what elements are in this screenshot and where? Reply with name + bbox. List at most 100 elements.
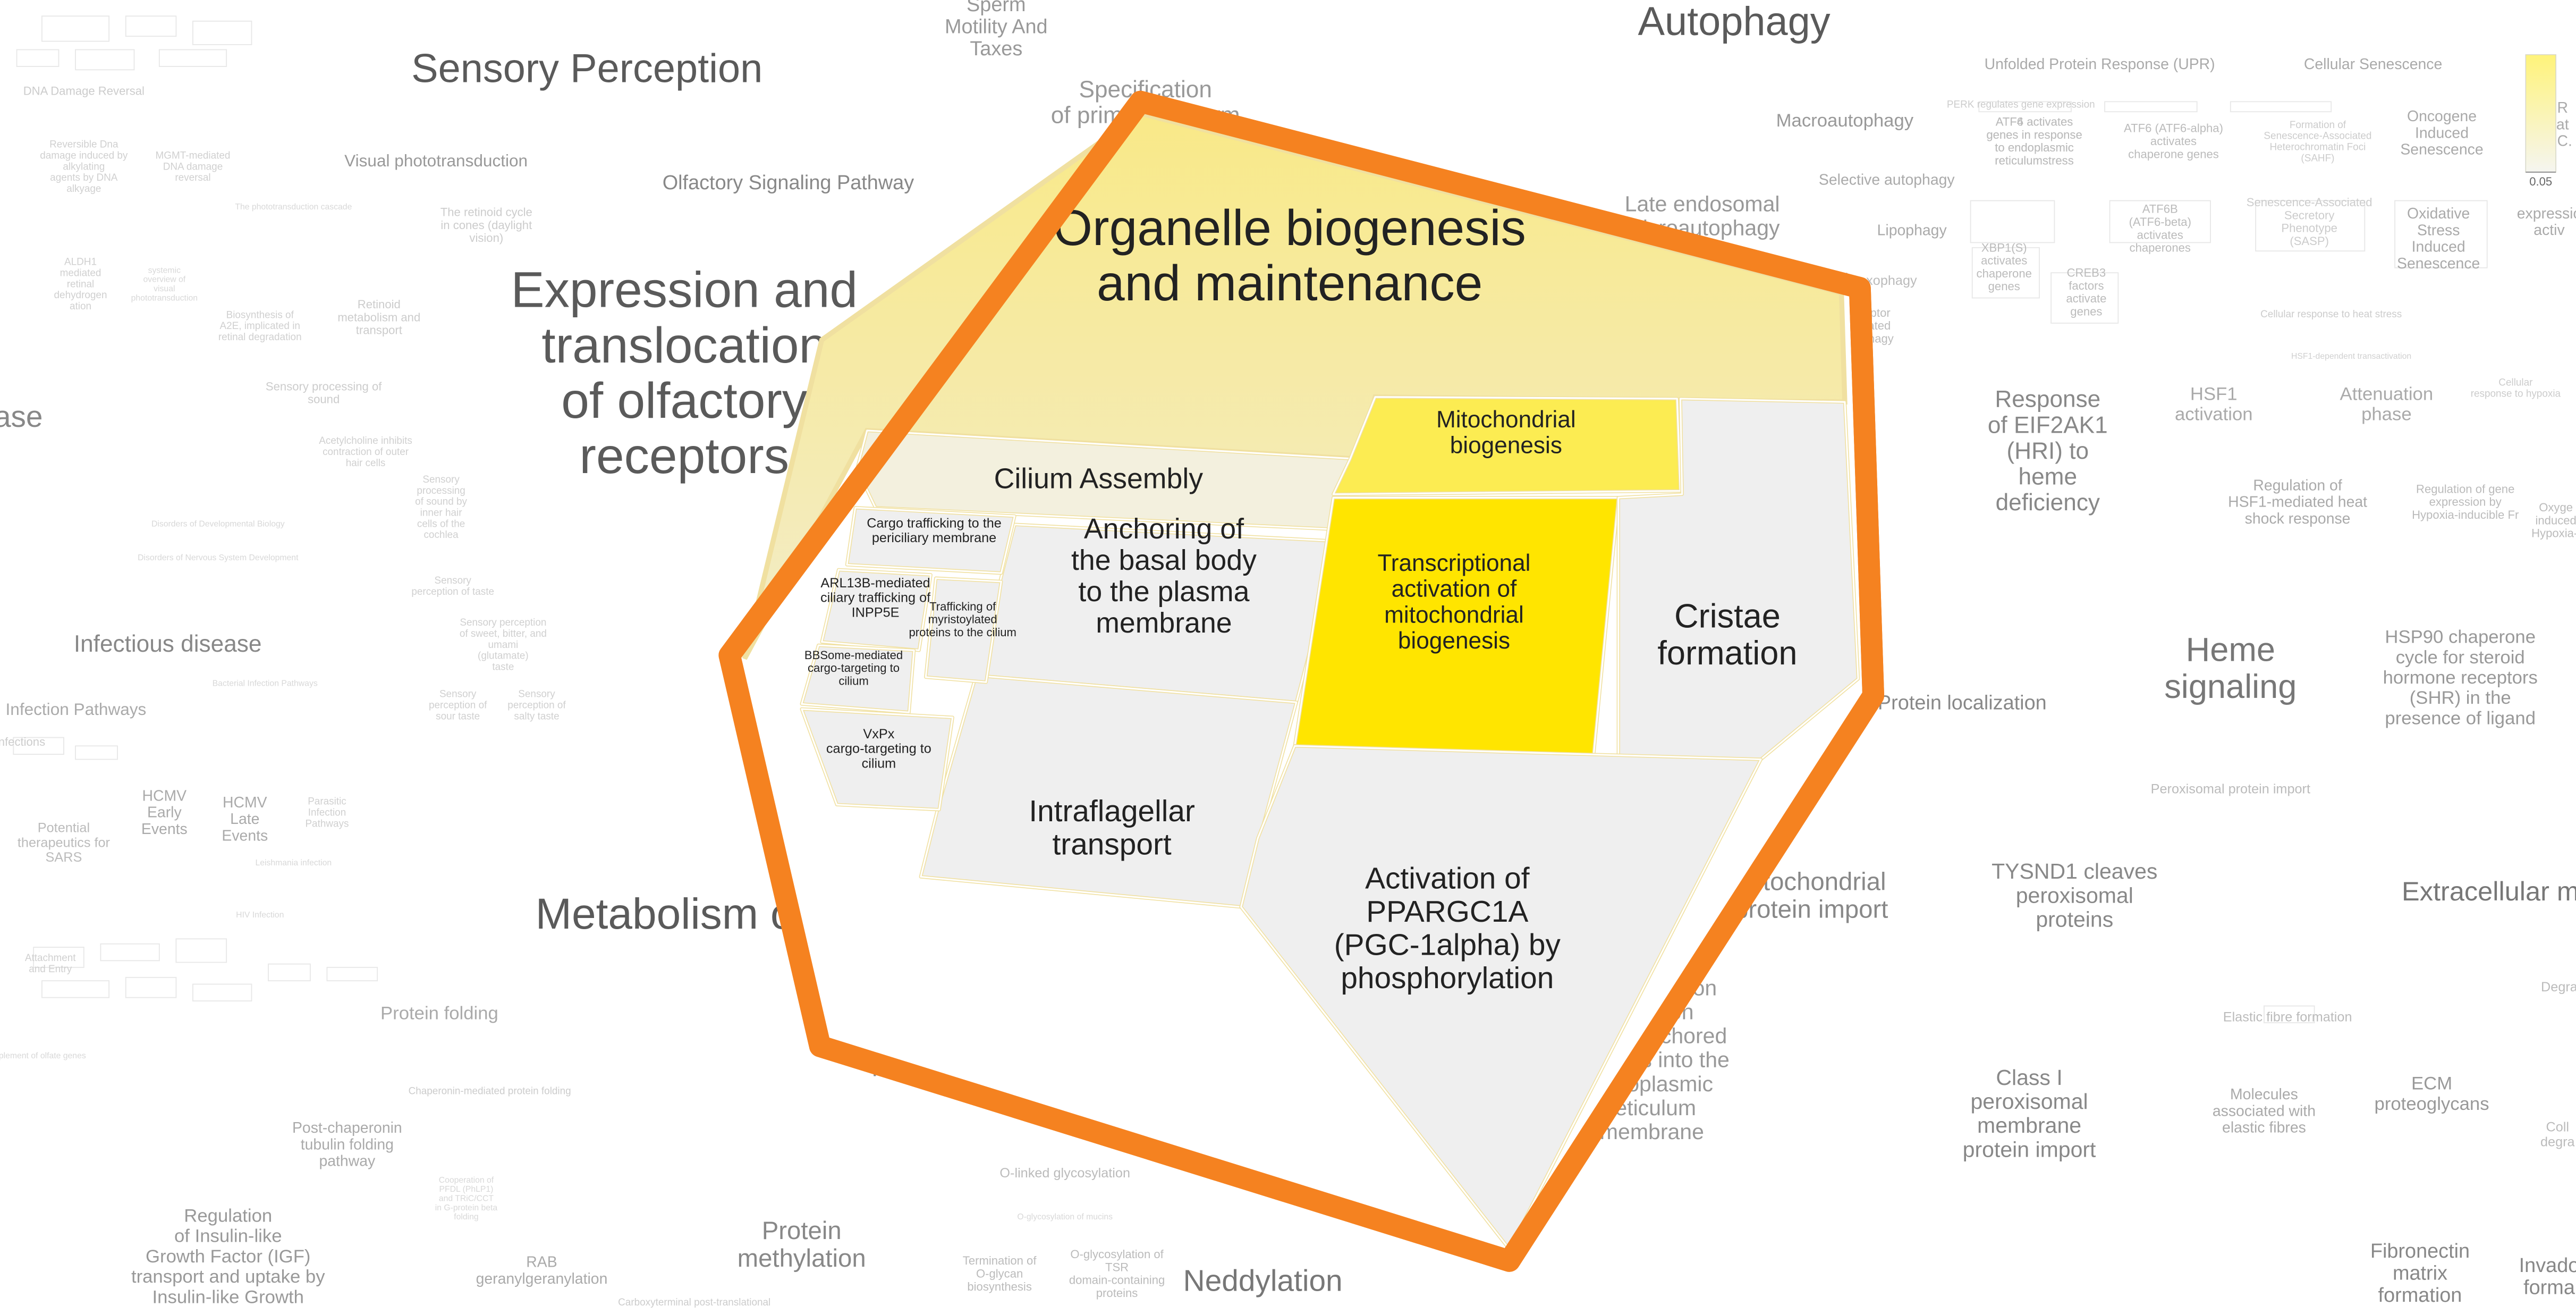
bg-label: MGMT-mediatedDNA damagereversal (156, 150, 231, 184)
bg-label: RABgeranylgeranylation (476, 1253, 608, 1287)
bg-label: Retinoidmetabolism andtransport (337, 298, 420, 337)
main-title: Organelle biogenesisand maintenance (1053, 200, 1526, 311)
bg-label: Degra (2541, 979, 2576, 994)
bg-label: Autophagy (1638, 0, 1830, 44)
bg-label: Protein localization (1878, 692, 2047, 714)
cell-label: Mitochondrialbiogenesis (1436, 407, 1576, 459)
bg-label: ATF4 activatesgenes in responseto endopl… (1986, 115, 2082, 167)
cell-label: Transcriptionalactivation ofmitochondria… (1377, 550, 1530, 654)
bg-label: CREB3factorsactivategenes (2066, 266, 2106, 318)
bg-label: Protein folding (380, 1003, 498, 1023)
bg-label: Cellular Senescence (2304, 55, 2442, 72)
bg-label: Proteinmethylation (738, 1216, 866, 1272)
bg-label: HIV Infection (236, 911, 284, 920)
bg-label: Sensory perceptionof sweet, bitter, andu… (460, 617, 547, 672)
bg-label: O-linked glycosylation (999, 1166, 1130, 1181)
bg-label: Selective autophagy (1819, 171, 1955, 188)
bg-label: HCMVEarlyEvents (141, 787, 188, 837)
bg-label: O-glycosylation ofTSRdomain-containingpr… (1069, 1248, 1165, 1300)
cell-label: Intraflagellartransport (1029, 795, 1195, 861)
bg-label: HSP90 chaperonecycle for steroidhormone … (2383, 627, 2538, 729)
voronoi-pathway-diagram: Sensory Perception SpermMotility AndTaxes… (0, 0, 2576, 1314)
bg-label: Termination ofO-glycanbiosynthesis (963, 1254, 1037, 1293)
bg-label: ECMproteoglycans (2375, 1074, 2489, 1114)
cell-label: Anchoring ofthe basal bodyto the plasmam… (1071, 513, 1257, 639)
bg-label: HSF1-dependent transactivation (2291, 352, 2411, 361)
bg-label: Cellular response to heat stress (2260, 309, 2402, 320)
bg-label: Elastic fibre formation (2223, 1009, 2352, 1024)
bg-label: Responseof EIF2AK1(HRI) tohemedeficiency (1988, 386, 2108, 515)
bg-label: Disorders of Developmental Biology (151, 520, 285, 529)
bg-label: Potentialtherapeutics forSARS (18, 820, 110, 865)
bg-label: Bacterial Infection Pathways (213, 679, 318, 688)
bg-label: OxidativeStressInducedSenescence (2397, 205, 2480, 272)
bg-label: Neddylation (1183, 1264, 1343, 1298)
bg-label: Carboxyterminal post-translational (618, 1297, 770, 1308)
bg-label: Formation ofSenescence-AssociatedHeteroc… (2264, 120, 2371, 164)
pathway-cell[interactable] (921, 676, 1297, 907)
bg-label: ase (0, 400, 43, 434)
bg-label: ATF6B(ATF6-beta)activateschaperones (2129, 203, 2191, 255)
cell-label: Cristaeformation (1657, 597, 1797, 671)
bg-label: Invadoforma (2519, 1254, 2576, 1299)
bg-label: Hemesignaling (2164, 631, 2297, 705)
bg-label: ALDH1mediatedretinaldehydrogenation (54, 257, 107, 312)
color-legend: 0.05 (2526, 55, 2556, 188)
bg-label: OxygeinducedHypoxia-i (2531, 501, 2576, 540)
legend-bar (2526, 55, 2556, 172)
bg-label: ATF6 (ATF6-alpha)activateschaperone gene… (2124, 122, 2223, 161)
bg-label: Regulationof Insulin-likeGrowth Factor (… (131, 1206, 325, 1308)
bg-label: Infections (0, 735, 45, 748)
bg-label: Sensory Perception (411, 46, 762, 91)
bg-label: Extracellular m (2402, 876, 2576, 906)
bg-label: XBP1(S)activateschaperonegenes (1977, 241, 2032, 293)
bg-label: Disorders of Nervous System Development (138, 553, 299, 562)
bg-label: HSF1activation (2175, 384, 2253, 425)
bg-label: SpermMotility AndTaxes (945, 0, 1048, 60)
bg-label: Moleculesassociated withelastic fibres (2213, 1086, 2316, 1136)
bg-label: Fibronectinmatrixformation (2370, 1240, 2470, 1307)
bg-label: Infectious disease (74, 631, 262, 657)
bg-label: Cellularresponse to hypoxia (2471, 377, 2561, 400)
bg-label: OncogeneInducedSenescence (2400, 108, 2483, 158)
bg-label: Sensoryprocessingof sound byinner hairce… (415, 474, 467, 541)
bg-label: Post-chaperonintubulin foldingpathway (292, 1119, 402, 1169)
bg-label: Regulation of geneexpression byHypoxia-i… (2412, 482, 2519, 521)
bg-label: ParasiticInfectionPathways (305, 796, 349, 830)
cell-label: Cilium Assembly (994, 463, 1204, 495)
bg-label: Biosynthesis ofA2E, implicated inretinal… (218, 309, 302, 343)
bg-label: The phototransduction cascade (235, 203, 352, 212)
bg-label: Lipophagy (1877, 222, 1947, 239)
bg-label: Sensoryperception ofsour taste (429, 689, 487, 722)
bg-label: Sensoryperception ofsalty taste (507, 689, 566, 722)
bg-label: Senescence-AssociatedSecretoryPhenotype(… (2247, 196, 2372, 248)
bg-label: The retinoid cyclein cones (daylightvisi… (440, 205, 532, 245)
bg-label: Cooperation ofPFDL (PhLP1)and TRiC/CCTin… (435, 1176, 498, 1222)
bg-label: Macroautophagy (1776, 111, 1914, 131)
bg-label: HCMVLateEvents (222, 794, 268, 844)
bg-label: al Infection Pathways (0, 700, 146, 719)
cell-label: Cargo trafficking to thepericiliary memb… (867, 516, 1002, 545)
bg-label: Visual phototransduction (344, 151, 528, 170)
bg-label: Sensory processing ofsound (266, 380, 382, 406)
bg-label: DNA Damage Reversal (23, 84, 145, 97)
bg-label: expressioactiv (2517, 205, 2576, 238)
bg-label: Sensoryperception of taste (411, 575, 494, 597)
bg-label: Chaperonin-mediated protein folding (409, 1085, 571, 1097)
bg-label: Leishmania infection (255, 858, 332, 867)
bg-label: Acetylcholine inhibitscontraction of out… (319, 435, 412, 469)
bg-label: systemicoverview ofvisualphototransducti… (131, 266, 198, 302)
bg-label: Colldegra (2540, 1119, 2575, 1149)
legend-tick: 0.05 (2529, 175, 2552, 188)
cell-label: Activation ofPPARGC1A(PGC-1alpha) byphos… (1334, 862, 1561, 995)
bg-label: Attachmentand Entry (25, 953, 76, 975)
bg-label: PERK regulates gene expression (1947, 99, 2095, 111)
bg-label: Complement of olfate genes (0, 1051, 86, 1060)
bg-label: TYSND1 cleavesperoxisomalproteins (1992, 859, 2157, 931)
bg-label: Regulation ofHSF1-mediated heatshock res… (2228, 477, 2367, 527)
bg-label: Peroxisomal protein import (2151, 781, 2310, 796)
bg-label: Class Iperoxisomalmembraneprotein import (1963, 1065, 2096, 1161)
bg-label: O-glycosylation of mucins (1017, 1212, 1113, 1222)
bg-label: Attenuationphase (2340, 384, 2434, 425)
bg-label: Unfolded Protein Response (UPR) (1985, 55, 2215, 72)
